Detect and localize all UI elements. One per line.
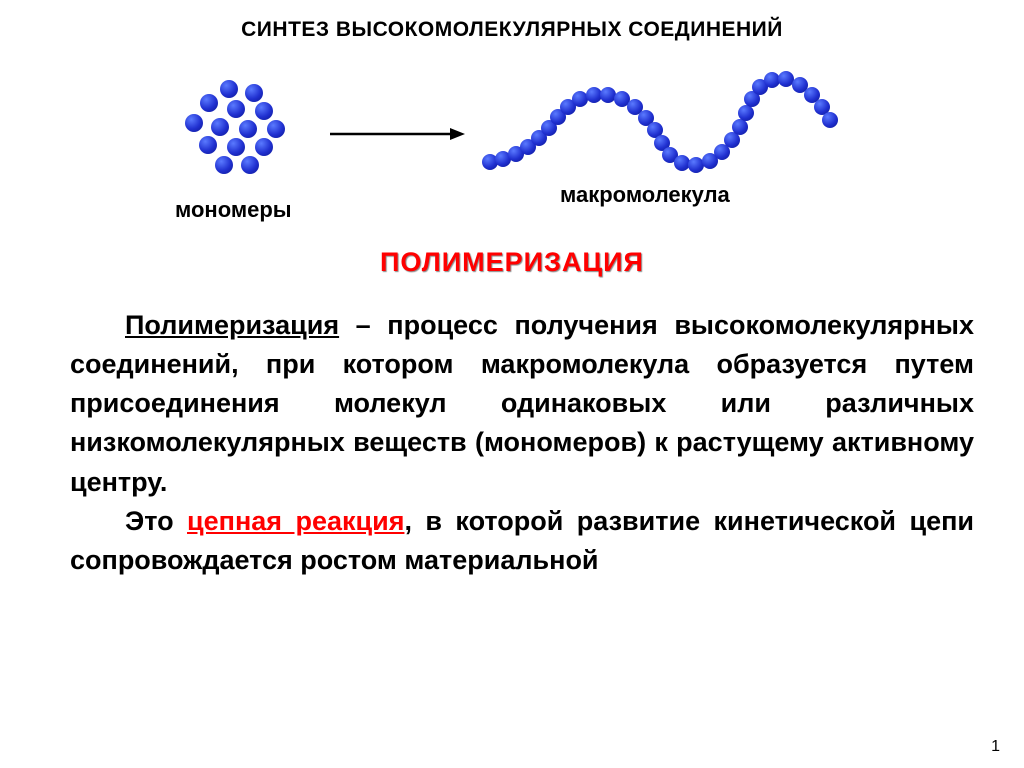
chain-dot [732,119,748,135]
paragraph-2-pre: Это [125,506,187,536]
polymerization-diagram: мономеры макромолекула [0,62,1024,252]
monomer-dot [220,80,238,98]
monomer-label: мономеры [175,197,292,223]
paragraph-1: Полимеризация – процесс получения высоко… [70,306,974,502]
chain-reaction-term: цепная реакция [187,506,404,536]
chain-dot [822,112,838,128]
monomer-dot [255,102,273,120]
definition-term: Полимеризация [125,310,339,340]
monomer-dot [200,94,218,112]
body-text: Полимеризация – процесс получения высоко… [0,278,1024,580]
macromolecule-chain [490,77,850,177]
monomer-cluster [175,80,295,180]
monomer-dot [255,138,273,156]
arrow-icon [330,122,470,152]
monomer-dot [267,120,285,138]
chain-dot [738,105,754,121]
monomer-dot [185,114,203,132]
monomer-dot [215,156,233,174]
page-number: 1 [991,738,1000,756]
monomer-dot [199,136,217,154]
monomer-dot [241,156,259,174]
monomer-dot [227,138,245,156]
monomer-dot [227,100,245,118]
page-title: СИНТЕЗ ВЫСОКОМОЛЕКУЛЯРНЫХ СОЕДИНЕНИЙ [0,0,1024,42]
monomer-dot [211,118,229,136]
monomer-dot [245,84,263,102]
paragraph-2: Это цепная реакция, в которой развитие к… [70,502,974,580]
macromolecule-label: макромолекула [560,182,730,208]
monomer-dot [239,120,257,138]
